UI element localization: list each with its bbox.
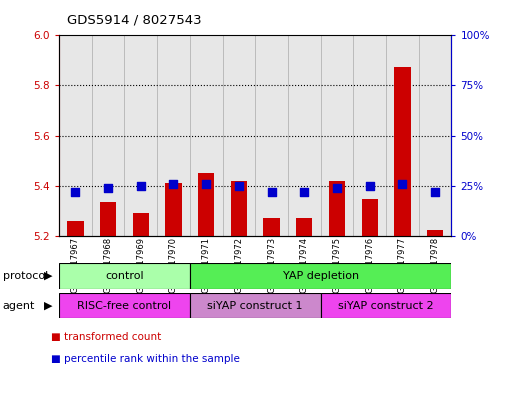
Bar xyxy=(329,181,345,236)
Point xyxy=(202,180,210,187)
Bar xyxy=(132,213,149,236)
Bar xyxy=(419,35,451,236)
Bar xyxy=(190,263,451,289)
Text: ■ transformed count: ■ transformed count xyxy=(51,332,162,342)
Bar xyxy=(231,181,247,236)
Text: control: control xyxy=(105,271,144,281)
Bar xyxy=(92,35,124,236)
Bar xyxy=(165,183,182,236)
Bar xyxy=(427,230,443,236)
Point xyxy=(431,189,439,195)
Point xyxy=(333,185,341,191)
Text: ■ percentile rank within the sample: ■ percentile rank within the sample xyxy=(51,354,240,364)
Bar xyxy=(321,293,451,318)
Bar xyxy=(190,35,223,236)
Bar xyxy=(263,218,280,236)
Point xyxy=(169,180,177,187)
Bar xyxy=(223,35,255,236)
Bar xyxy=(190,293,321,318)
Text: siYAP construct 1: siYAP construct 1 xyxy=(207,301,303,310)
Bar xyxy=(59,293,190,318)
Point xyxy=(71,189,80,195)
Bar xyxy=(59,263,190,289)
Bar xyxy=(394,67,410,236)
Text: siYAP construct 2: siYAP construct 2 xyxy=(338,301,434,310)
Text: YAP depletion: YAP depletion xyxy=(283,271,359,281)
Bar xyxy=(288,35,321,236)
Bar xyxy=(59,35,92,236)
Text: GDS5914 / 8027543: GDS5914 / 8027543 xyxy=(67,14,201,27)
Bar xyxy=(157,35,190,236)
Point xyxy=(366,182,374,189)
Text: protocol: protocol xyxy=(3,271,48,281)
Point xyxy=(136,182,145,189)
Bar xyxy=(321,35,353,236)
Text: RISC-free control: RISC-free control xyxy=(77,301,171,310)
Bar xyxy=(353,35,386,236)
Text: ▶: ▶ xyxy=(44,301,52,310)
Bar xyxy=(296,218,312,236)
Point xyxy=(104,185,112,191)
Bar xyxy=(255,35,288,236)
Bar xyxy=(362,200,378,236)
Bar xyxy=(198,173,214,236)
Point xyxy=(267,189,275,195)
Bar xyxy=(124,35,157,236)
Bar xyxy=(386,35,419,236)
Text: agent: agent xyxy=(3,301,35,310)
Text: ▶: ▶ xyxy=(44,271,52,281)
Point xyxy=(235,182,243,189)
Point xyxy=(300,189,308,195)
Bar xyxy=(67,221,84,236)
Point xyxy=(398,180,406,187)
Bar xyxy=(100,202,116,236)
